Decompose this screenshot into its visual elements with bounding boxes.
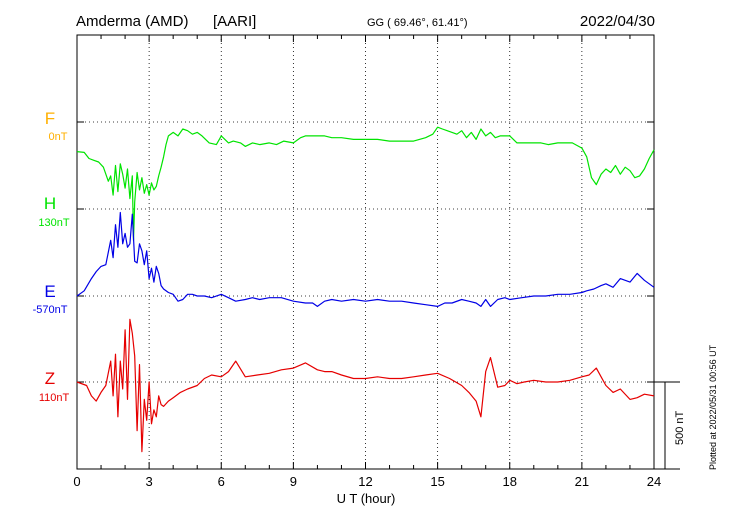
network-label: [AARI] [213,13,256,30]
x-tick-label-24: 24 [647,474,661,489]
date-label: 2022/04/30 [580,13,655,30]
x-tick-label-18: 18 [503,474,517,489]
x-axis-label: U T (hour) [337,491,396,506]
channel-labels: F 0nT H 130nT E -570nT Z 110nT [33,109,70,404]
x-tick-labels: 0 3 6 9 12 15 18 21 24 [73,474,661,489]
x-tick-label-9: 9 [290,474,297,489]
grid-layer [76,35,655,469]
scale-bar-label: 500 nT [674,410,686,445]
channel-f-baseline: 0nT [49,131,68,143]
plotted-note: Plotted at 2022/05/31 00:56 UT [708,344,718,470]
x-tick-label-21: 21 [575,474,589,489]
series-line-e [76,211,655,307]
x-tick-label-3: 3 [146,474,153,489]
channel-z-baseline: 110nT [39,392,70,404]
channel-e-baseline: -570nT [33,304,68,316]
x-tick-label-12: 12 [358,474,372,489]
channel-z-label: Z [45,369,55,388]
series-layer [76,126,655,453]
channel-f-label: F [45,109,55,128]
coords-label: GG ( 69.46°, 61.41°) [367,17,468,29]
x-tick-label-15: 15 [430,474,444,489]
series-line-h [76,126,655,241]
station-title: Amderma (AMD) [76,13,189,30]
x-tick-label-6: 6 [218,474,225,489]
channel-h-baseline: 130nT [38,217,69,229]
channel-h-label: H [44,194,56,213]
scale-bar: 500 nT [654,381,686,470]
x-tick-label-0: 0 [73,474,80,489]
channel-e-label: E [44,282,55,301]
series-line-z [76,318,655,453]
